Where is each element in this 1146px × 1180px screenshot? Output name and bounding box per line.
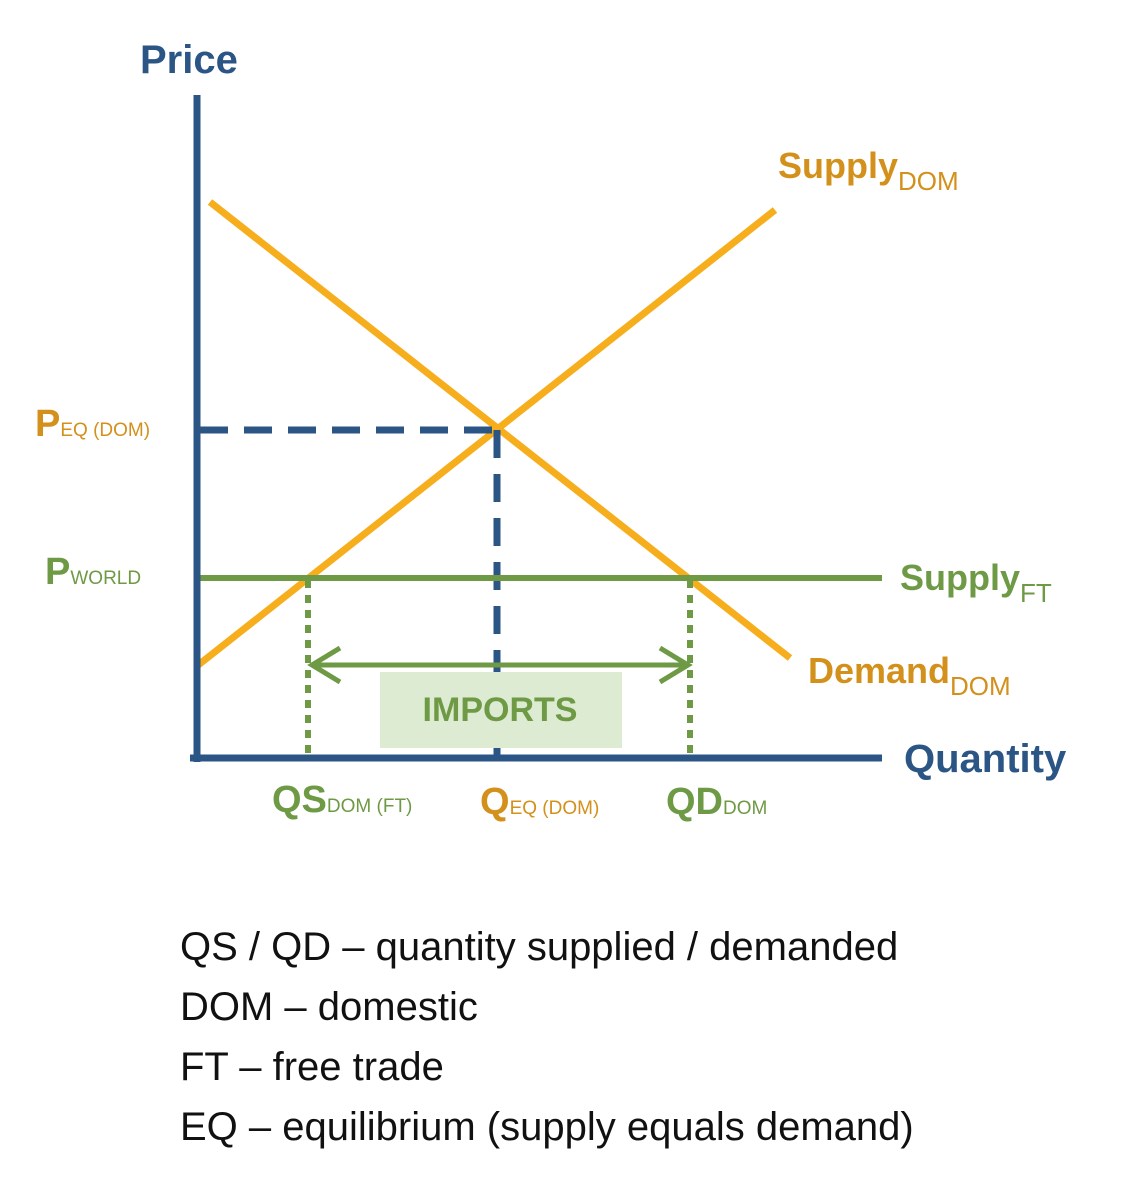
label-sub: DOM [723, 798, 767, 819]
label-sub: EQ (DOM) [510, 798, 600, 819]
imports-label: IMPORTS [423, 691, 578, 729]
imports-arrow [307, 645, 693, 685]
supply-curve [194, 207, 778, 669]
supply-ft-label: SupplyFT [900, 557, 1052, 608]
label-sub: EQ (DOM) [60, 420, 150, 441]
demand-dom-label: DemandDOM [808, 650, 1011, 701]
price-eq-label: PEQ (DOM) [35, 403, 150, 445]
label-sub: DOM (FT) [327, 796, 412, 817]
supply-dom-label: SupplyDOM [778, 145, 959, 196]
label-main: Q [480, 781, 510, 823]
legend-line: FT – free trade [180, 1045, 444, 1089]
label-main: P [35, 403, 60, 445]
label-sub: DOM [950, 671, 1011, 701]
x-axis-label: Quantity [904, 737, 1067, 781]
legend-line: EQ – equilibrium (supply equals demand) [180, 1105, 914, 1149]
label-main: Demand [808, 650, 950, 691]
price-world-label: PWORLD [45, 551, 141, 593]
legend-line: QS / QD – quantity supplied / demanded [180, 925, 898, 969]
label-main: Supply [900, 557, 1020, 598]
y-axis-label: Price [140, 38, 238, 82]
label-main: QS [272, 779, 327, 821]
label-main: P [45, 551, 70, 593]
label-main: Supply [778, 145, 898, 186]
label-sub: WORLD [70, 568, 141, 589]
qs-label: QSDOM (FT) [272, 779, 412, 821]
imports-box [380, 672, 622, 748]
label-sub: DOM [898, 166, 959, 196]
label-sub: FT [1020, 578, 1052, 608]
label-main: QD [666, 781, 723, 823]
qd-label: QDDOM [666, 781, 767, 823]
q-eq-label: QEQ (DOM) [480, 781, 599, 823]
legend-line: DOM – domestic [180, 985, 478, 1029]
